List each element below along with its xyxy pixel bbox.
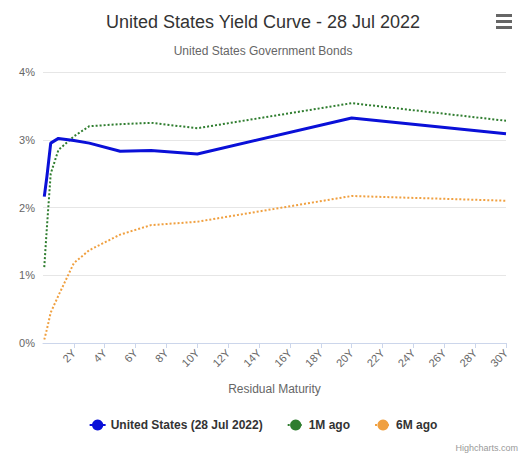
- svg-text:United States Yield Curve - 28: United States Yield Curve - 28 Jul 2022: [106, 12, 420, 32]
- svg-text:6Y: 6Y: [122, 346, 140, 364]
- svg-text:1%: 1%: [19, 269, 35, 281]
- svg-text:18Y: 18Y: [303, 346, 326, 369]
- svg-text:4%: 4%: [19, 66, 35, 78]
- svg-text:22Y: 22Y: [364, 346, 387, 369]
- svg-text:Residual Maturity: Residual Maturity: [228, 382, 321, 396]
- svg-text:Highcharts.com: Highcharts.com: [455, 443, 518, 453]
- svg-text:28Y: 28Y: [457, 346, 480, 369]
- svg-text:30Y: 30Y: [488, 346, 511, 369]
- svg-text:United States (28 Jul 2022): United States (28 Jul 2022): [111, 418, 263, 432]
- svg-text:14Y: 14Y: [241, 346, 264, 369]
- svg-text:2Y: 2Y: [60, 346, 78, 364]
- svg-text:2%: 2%: [19, 202, 35, 214]
- svg-text:3%: 3%: [19, 134, 35, 146]
- svg-text:1M ago: 1M ago: [309, 418, 350, 432]
- svg-text:24Y: 24Y: [395, 346, 418, 369]
- svg-text:United States Government Bonds: United States Government Bonds: [174, 44, 353, 58]
- svg-text:6M ago: 6M ago: [396, 418, 437, 432]
- svg-text:26Y: 26Y: [426, 346, 449, 369]
- svg-text:16Y: 16Y: [272, 346, 295, 369]
- svg-text:8Y: 8Y: [153, 346, 171, 364]
- svg-text:4Y: 4Y: [91, 346, 109, 364]
- svg-text:10Y: 10Y: [179, 346, 202, 369]
- svg-text:20Y: 20Y: [334, 346, 357, 369]
- svg-text:0%: 0%: [19, 337, 35, 349]
- svg-text:12Y: 12Y: [210, 346, 233, 369]
